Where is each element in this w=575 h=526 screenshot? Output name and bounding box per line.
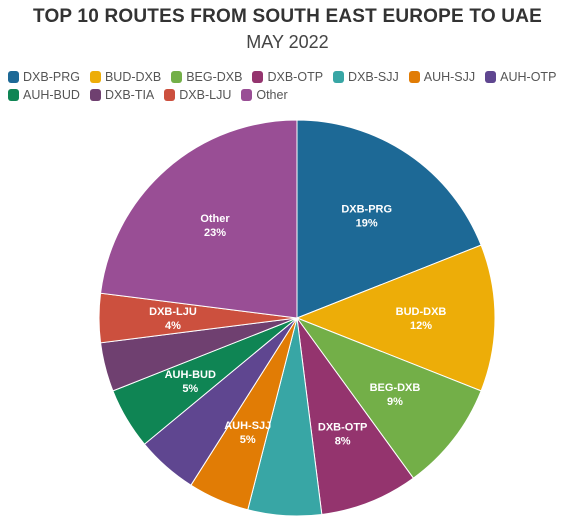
chart-title: TOP 10 ROUTES FROM SOUTH EAST EUROPE TO … <box>32 6 542 27</box>
legend-swatch <box>408 71 420 83</box>
slice-value-label: 4% <box>165 320 181 332</box>
legend-item[interactable]: AUH-SJJ <box>408 70 476 84</box>
slice-value-label: 23% <box>204 227 226 239</box>
legend-swatch <box>8 89 19 101</box>
slice-value-label: 19% <box>356 217 378 229</box>
slice-value-label: 8% <box>335 435 351 447</box>
slice-value-label: 12% <box>410 320 432 332</box>
legend-swatch <box>164 89 176 101</box>
pie-slice[interactable] <box>100 119 298 319</box>
legend-swatch <box>171 71 183 83</box>
slice-label: DXB-LJU <box>149 306 197 318</box>
chart-subtitle: MAY 2022 <box>246 32 329 52</box>
legend-label: DXB-TIA <box>104 88 155 102</box>
pie-slice[interactable] <box>295 244 496 392</box>
legend-item[interactable]: AUH-BUD <box>8 88 80 102</box>
legend-swatch <box>89 71 101 83</box>
slice-label: DXB-OTP <box>318 421 368 433</box>
slice-label: Other <box>200 213 230 225</box>
legend-label: Other <box>256 88 288 102</box>
legend-label: BUD-DXB <box>104 70 162 84</box>
legend-item[interactable]: DXB-PRG <box>8 70 80 84</box>
legend-item[interactable]: BUD-DXB <box>89 70 162 84</box>
legend-label: DXB-OTP <box>267 70 324 84</box>
legend-item[interactable]: Other <box>241 88 288 102</box>
slice-value-label: 9% <box>387 396 403 408</box>
slice-value-label: 5% <box>240 434 256 446</box>
legend-swatch <box>89 89 101 101</box>
legend-label: DXB-SJJ <box>348 70 399 84</box>
legend-label: AUH-BUD <box>23 88 80 102</box>
slice-label: AUH-SJJ <box>224 420 271 432</box>
legend-item[interactable]: AUH-OTP <box>485 70 556 84</box>
legend-item[interactable]: DXB-TIA <box>89 88 155 102</box>
legend-item[interactable]: DXB-OTP <box>252 70 323 84</box>
slice-label: BUD-DXB <box>396 306 447 318</box>
slice-label: BEG-DXB <box>370 382 421 394</box>
legend-swatch <box>485 71 497 83</box>
legend-swatch <box>333 71 345 83</box>
slice-label: AUH-BUD <box>165 369 216 381</box>
pie-slice[interactable] <box>296 317 415 515</box>
pie-slice[interactable] <box>295 316 482 479</box>
legend-label: DXB-LJU <box>179 88 232 102</box>
legend-swatch <box>8 71 19 83</box>
chart-legend: DXB-PRG BUD-DXB BEG-DXB DXB-OTP DXB-SJJ AUH-S… <box>8 70 570 102</box>
legend-swatch <box>252 71 264 83</box>
legend-label: BEG-DXB <box>186 70 243 84</box>
legend-label: AUH-SJJ <box>423 70 476 84</box>
legend-item[interactable]: BEG-DXB <box>171 70 242 84</box>
legend-item[interactable]: DXB-LJU <box>164 88 231 102</box>
legend-item[interactable]: DXB-SJJ <box>333 70 399 84</box>
pie-slice[interactable] <box>296 119 482 319</box>
legend-swatch <box>241 89 253 101</box>
legend-label: DXB-PRG <box>23 70 80 84</box>
slice-label: DXB-PRG <box>341 203 392 215</box>
slice-value-label: 5% <box>182 383 198 395</box>
legend-label: AUH-OTP <box>500 70 557 84</box>
